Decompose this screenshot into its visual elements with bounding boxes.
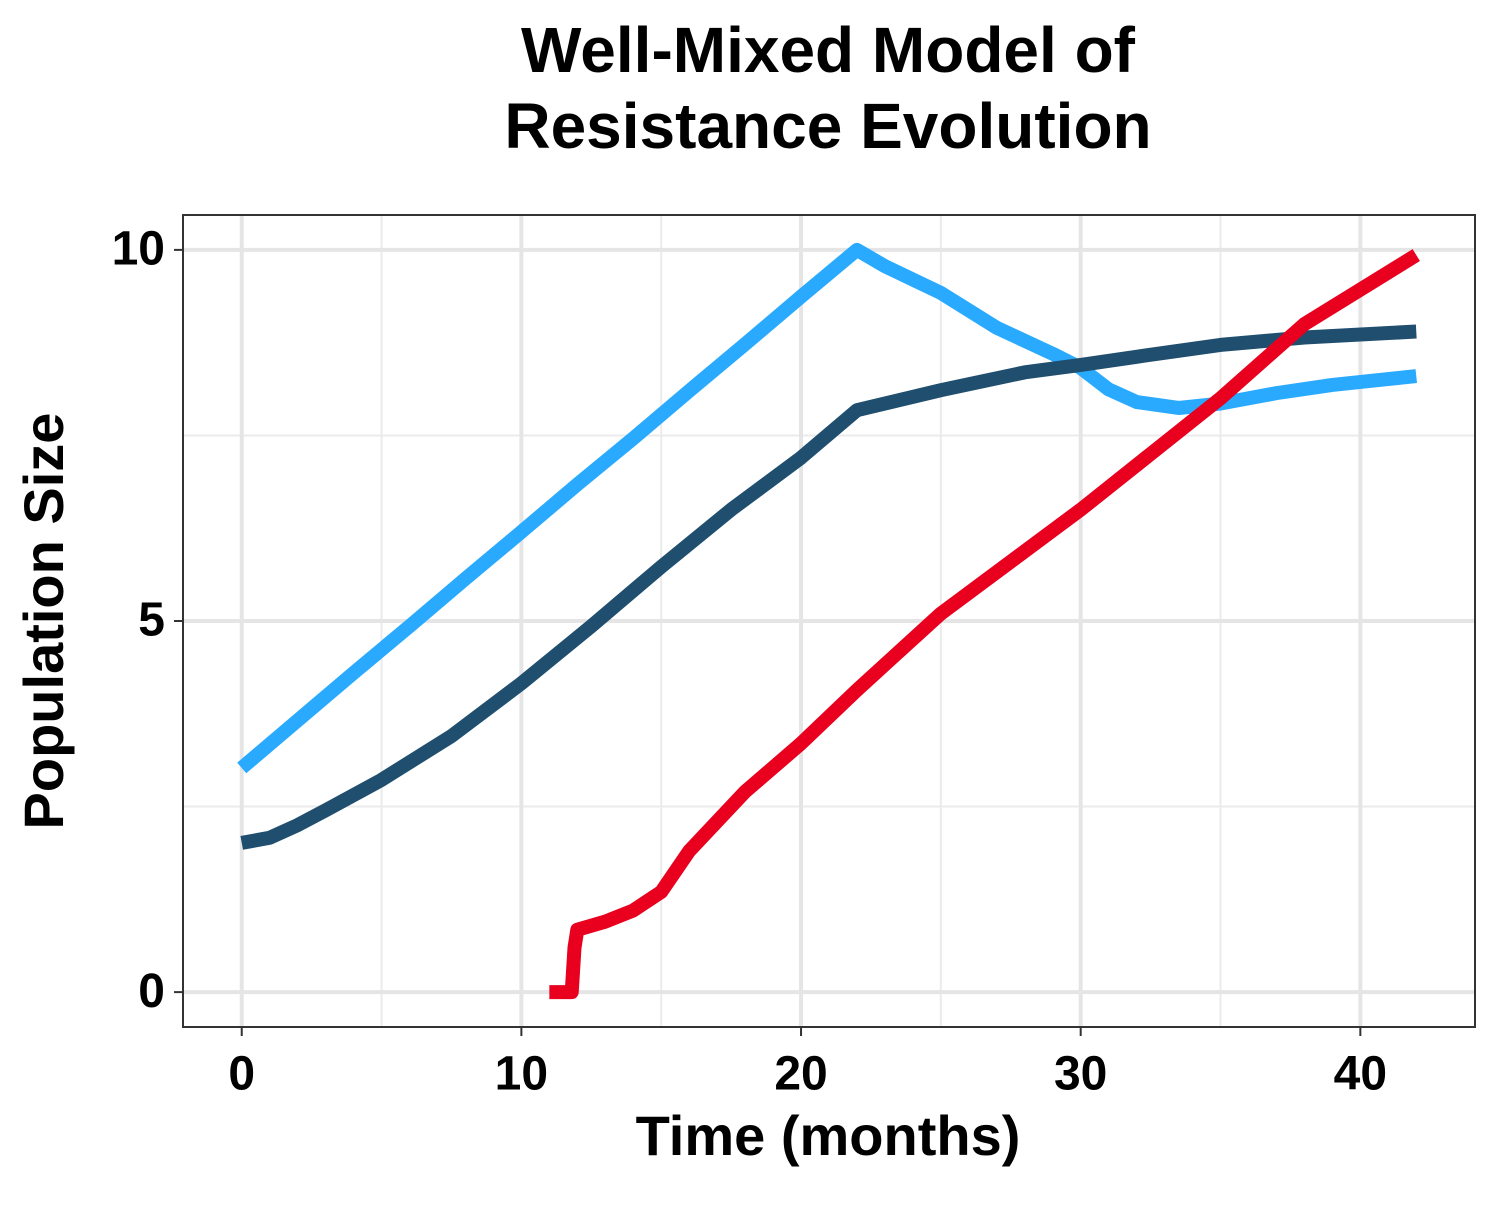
y-axis-label: Population Size xyxy=(12,413,75,830)
y-tick-label: 10 xyxy=(112,223,165,276)
x-axis-label: Time (months) xyxy=(636,1104,1021,1167)
series-line xyxy=(240,324,1417,850)
x-tick-label: 20 xyxy=(774,1048,827,1101)
x-tick-label: 40 xyxy=(1334,1048,1387,1101)
series-line xyxy=(237,242,1418,774)
y-tick-label: 5 xyxy=(138,594,165,647)
x-tick-label: 30 xyxy=(1054,1048,1107,1101)
y-tick-label: 0 xyxy=(138,965,165,1018)
plot-border xyxy=(182,214,1476,1028)
x-tick-label: 0 xyxy=(228,1048,255,1101)
series-line xyxy=(549,249,1420,1000)
chart-title: Well-Mixed Model of Resistance Evolution xyxy=(504,14,1152,162)
x-tick-label: 10 xyxy=(495,1048,548,1101)
